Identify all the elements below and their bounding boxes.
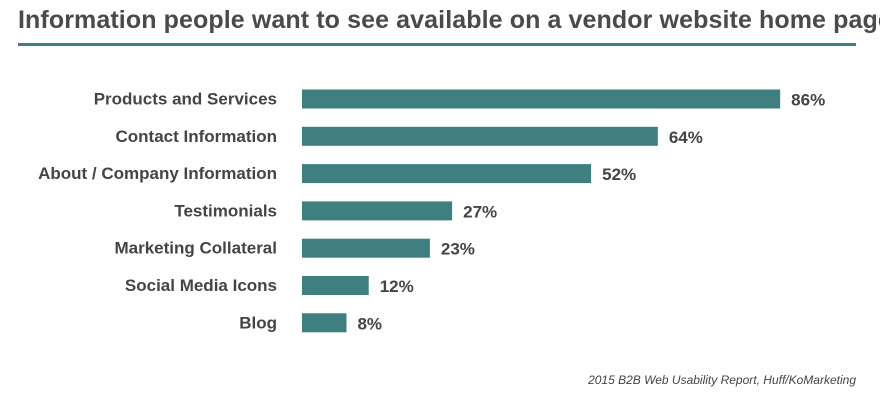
value-label: 27% [463, 202, 497, 221]
category-label: Blog [239, 313, 277, 332]
bar [302, 126, 658, 146]
category-label: Marketing Collateral [115, 239, 278, 258]
bar [302, 89, 781, 109]
category-label: Contact Information [116, 127, 278, 146]
bar [302, 313, 347, 333]
value-label: 64% [669, 128, 703, 147]
value-label: 86% [791, 91, 825, 110]
title-divider [18, 43, 856, 46]
category-label: Products and Services [94, 90, 277, 109]
category-label: About / Company Information [38, 164, 277, 183]
category-label: Testimonials [174, 201, 277, 220]
category-label: Social Media Icons [125, 276, 277, 295]
bar [302, 164, 592, 184]
value-label: 8% [357, 314, 382, 333]
chart-title: Information people want to see available… [18, 6, 880, 34]
value-label: 52% [602, 165, 636, 184]
bar [302, 276, 369, 295]
value-label: 23% [441, 240, 475, 259]
bar [302, 238, 430, 258]
value-label: 12% [380, 277, 414, 296]
source-note: 2015 B2B Web Usability Report, Huff/KoMa… [588, 373, 856, 387]
bar [302, 201, 453, 221]
